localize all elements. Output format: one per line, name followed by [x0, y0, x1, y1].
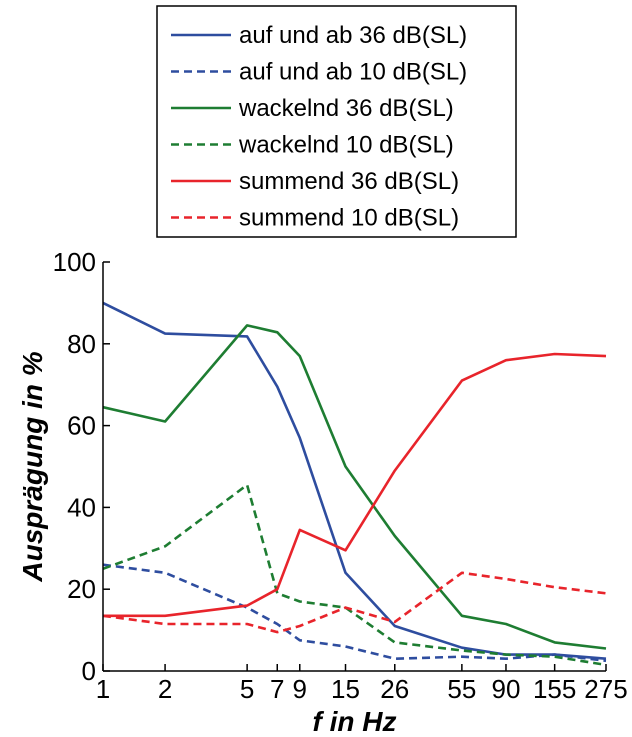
- x-tick-label: 9: [293, 674, 307, 704]
- series-line-5: [103, 352, 607, 618]
- legend-box: [156, 5, 517, 238]
- legend-label: auf und ab 10 dB(SL): [239, 59, 467, 86]
- x-axis-title: f in Hz: [313, 706, 397, 737]
- legend-label: summend 36 dB(SL): [239, 168, 459, 195]
- x-tick-label: 2: [158, 674, 172, 704]
- x-tick-label: 155: [533, 674, 576, 704]
- y-ticks: 0 20 40 60 80 100: [53, 247, 110, 686]
- series-line-3: [102, 324, 607, 650]
- legend-entry: summend 36 dB(SL): [171, 168, 459, 195]
- x-tick-label: 1: [96, 674, 110, 704]
- x-tick-label: 5: [240, 674, 254, 704]
- y-axis-title: Ausprägung in %: [17, 351, 48, 582]
- legend-label: wackelnd 36 dB(SL): [238, 95, 454, 122]
- x-tick-label: 15: [331, 674, 360, 704]
- y-tick-label: 0: [82, 656, 96, 686]
- x-ticks: 1 2 5 7 9 15 26 55 90 155 275: [96, 664, 628, 704]
- legend-label: summend 10 dB(SL): [239, 205, 459, 232]
- series-line-4: [102, 483, 607, 667]
- legend-entry: auf und ab 36 dB(SL): [171, 22, 467, 49]
- x-tick-label: 55: [447, 674, 476, 704]
- legend-label: wackelnd 10 dB(SL): [238, 132, 454, 159]
- y-tick-label: 20: [67, 574, 96, 604]
- y-tick-label: 40: [67, 492, 96, 522]
- plot-area: 0 20 40 60 80 100 1 2 5 7 9 15 26 55 90 155 275: [53, 247, 628, 704]
- series-layer: [102, 301, 607, 667]
- legend-label: auf und ab 36 dB(SL): [239, 22, 467, 49]
- legend-entry: wackelnd 10 dB(SL): [171, 132, 454, 159]
- y-tick-label: 60: [67, 411, 96, 441]
- legend-entry: auf und ab 10 dB(SL): [171, 59, 467, 86]
- x-tick-label: 275: [584, 674, 627, 704]
- y-tick-label: 100: [53, 247, 96, 277]
- legend: auf und ab 36 dB(SL) auf und ab 10 dB(SL)…: [156, 5, 517, 238]
- x-tick-label: 7: [270, 674, 284, 704]
- x-tick-label: 90: [492, 674, 521, 704]
- legend-entry: wackelnd 36 dB(SL): [171, 95, 454, 122]
- series-line-6: [102, 571, 607, 634]
- y-tick-label: 80: [67, 329, 96, 359]
- x-tick-label: 26: [380, 674, 409, 704]
- legend-entry: summend 10 dB(SL): [171, 205, 459, 232]
- series-line-2: [102, 563, 607, 663]
